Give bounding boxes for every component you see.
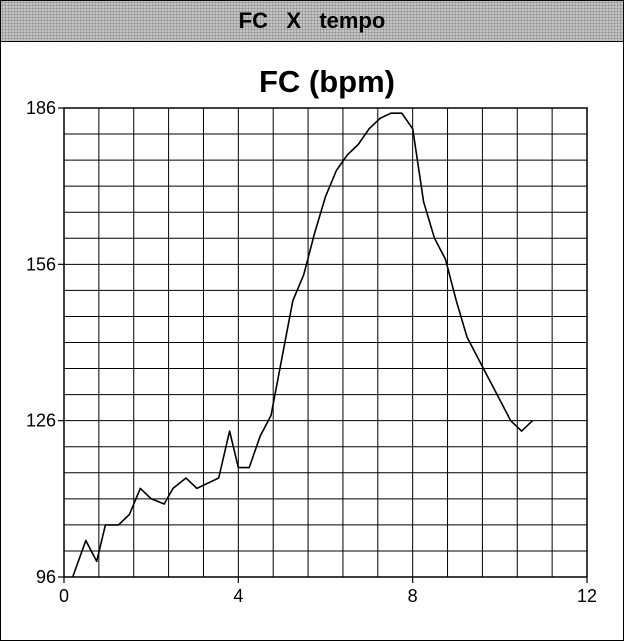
y-tick-label: 186 (26, 98, 56, 118)
chart-title: FC (bpm) (259, 64, 395, 99)
plot-frame (63, 107, 588, 578)
series-line (71, 112, 534, 578)
x-tick-label: 12 (577, 586, 597, 606)
chart-series (71, 112, 534, 578)
window-titlebar[interactable]: FC X tempo (1, 1, 623, 42)
x-tick-label: 0 (59, 586, 69, 606)
chart-grid (63, 107, 588, 578)
window-title: FC X tempo (238, 8, 386, 33)
y-tick-label: 96 (36, 567, 56, 587)
y-tick-label: 156 (26, 254, 56, 274)
x-tick-label: 4 (233, 586, 243, 606)
x-tick-label: 8 (408, 586, 418, 606)
chart-tick-labels: 96 126 156 186 0 4 8 12 (26, 98, 597, 606)
y-tick-label: 126 (26, 411, 56, 431)
